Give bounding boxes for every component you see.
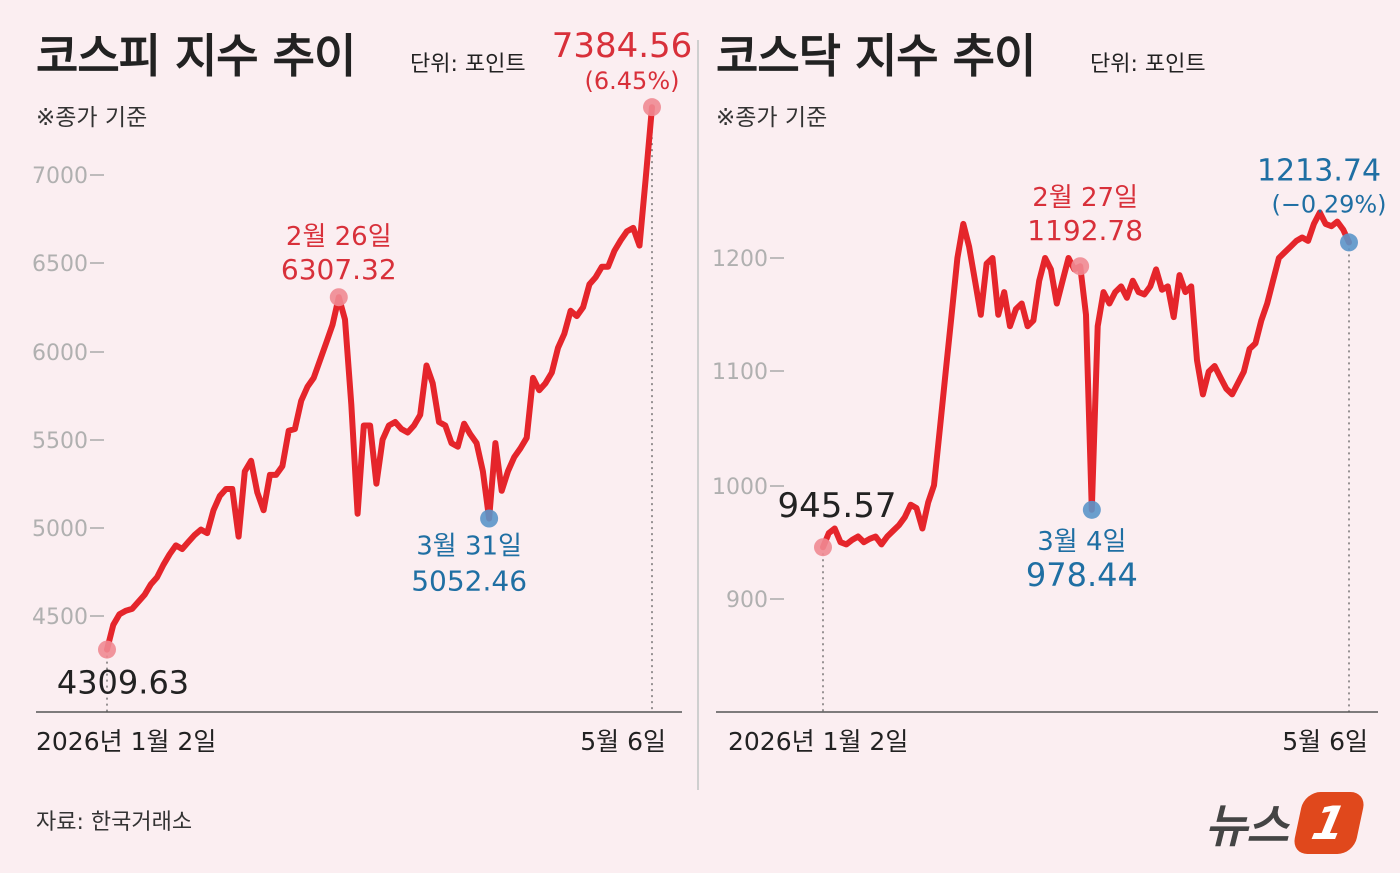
x-start-label: 2026년 1월 2일	[36, 727, 216, 756]
y-tick-label: 4500	[32, 605, 88, 630]
annotation-dot	[329, 288, 348, 307]
annotation-dot	[643, 98, 661, 117]
news1-logo: 뉴스 1	[1205, 788, 1367, 858]
annotation-date: 2월 26일	[286, 222, 392, 252]
annotation-date: 3월 31일	[416, 532, 522, 562]
annotation-date: 3월 4일	[1037, 527, 1126, 557]
y-tick-label: 5500	[32, 429, 88, 454]
logo-mark: 1	[1291, 792, 1367, 854]
annotation-value: 7384.56	[552, 26, 693, 66]
kospi-title: 코스피 지수 추이	[36, 29, 356, 83]
annotation-dot	[98, 640, 116, 659]
y-tick-label: 7000	[32, 164, 88, 189]
x-end-label: 5월 6일	[1282, 727, 1368, 756]
y-tick-label: 900	[726, 588, 768, 613]
annotation-dot	[1071, 257, 1090, 276]
y-tick-label: 5000	[32, 517, 88, 542]
annotation-value: 1213.74	[1257, 153, 1381, 188]
y-tick-label: 1200	[712, 247, 768, 272]
x-start-label: 2026년 1월 2일	[728, 727, 908, 756]
kospi-note: ※종가 기준	[36, 105, 148, 131]
kospi-unit: 단위: 포인트	[410, 52, 526, 77]
panel-divider	[697, 40, 699, 790]
annotation-dot	[1340, 233, 1358, 252]
annotation-change: (6.45%)	[585, 67, 680, 95]
annotation-dot	[480, 509, 499, 528]
y-tick-label: 1100	[712, 360, 768, 385]
kosdaq-unit: 단위: 포인트	[1090, 52, 1206, 77]
kosdaq-title: 코스닥 지수 추이	[716, 29, 1036, 83]
series-line	[820, 209, 1352, 551]
annotation-value: 4309.63	[57, 664, 189, 702]
y-tick-label: 6000	[32, 341, 88, 366]
annotation-value: 945.57	[778, 486, 897, 526]
y-tick-label: 1000	[712, 475, 768, 500]
logo-text: 뉴스	[1205, 799, 1289, 853]
annotation-change: (−0.29%)	[1271, 190, 1386, 218]
annotation-value: 978.44	[1026, 556, 1138, 594]
annotation-date: 2월 27일	[1032, 183, 1138, 213]
annotation-dot	[814, 538, 832, 557]
annotation-dot	[1082, 500, 1101, 519]
y-tick-label: 6500	[32, 252, 88, 277]
annotation-value: 1192.78	[1027, 214, 1143, 247]
source-note: 자료: 한국거래소	[36, 810, 193, 835]
x-end-label: 5월 6일	[580, 727, 666, 756]
kosdaq-note: ※종가 기준	[716, 105, 828, 131]
annotation-value: 5052.46	[411, 565, 527, 598]
annotation-value: 6307.32	[281, 253, 397, 286]
series-line	[104, 104, 655, 653]
